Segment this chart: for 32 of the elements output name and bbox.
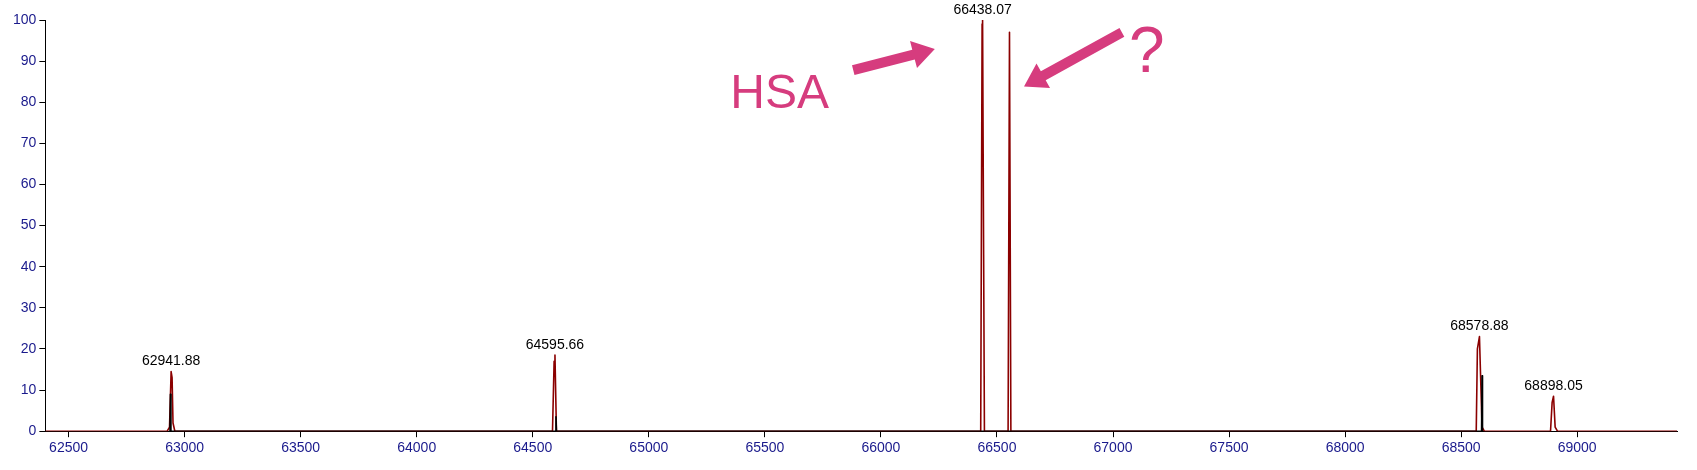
x-tick-label: 68500: [1441, 439, 1481, 456]
y-tick-label: 0: [28, 422, 37, 439]
y-tick-label: 30: [20, 298, 37, 315]
annotation: 62941.88: [141, 352, 201, 369]
y-tick-label: 40: [20, 257, 37, 274]
annotation: 64595.66: [525, 335, 585, 352]
y-tick-label: 80: [20, 93, 37, 110]
x-tick-label: 66000: [861, 439, 901, 456]
annotation: 68578.88: [1450, 317, 1509, 334]
y-tick-label: 10: [20, 380, 37, 397]
x-tick-label: 64000: [397, 439, 437, 456]
x-tick-label: 62500: [49, 439, 89, 456]
annotation: HSA: [730, 65, 829, 118]
y-tick-label: 70: [20, 134, 37, 151]
x-tick-label: 66500: [977, 439, 1017, 456]
x-tick-label: 65000: [629, 439, 669, 456]
x-tick-label: 69000: [1557, 439, 1597, 456]
y-tick-label: 20: [20, 339, 37, 356]
x-tick-label: 63000: [165, 439, 205, 456]
y-tick-label: 100: [13, 10, 37, 27]
y-tick-label: 60: [20, 175, 37, 192]
y-tick-label: 50: [20, 216, 37, 233]
x-tick-label: 67500: [1209, 439, 1249, 456]
x-tick-label: 63500: [281, 439, 321, 456]
y-tick-label: 90: [20, 51, 37, 68]
x-tick-label: 67000: [1093, 439, 1133, 456]
x-tick-label: 68000: [1325, 439, 1365, 456]
x-tick-label: 64500: [513, 439, 553, 456]
annotation: ?: [1128, 14, 1165, 86]
annotation: 68898.05: [1524, 377, 1583, 394]
annotation: 66438.07: [953, 0, 1012, 17]
x-tick-label: 65500: [745, 439, 785, 456]
